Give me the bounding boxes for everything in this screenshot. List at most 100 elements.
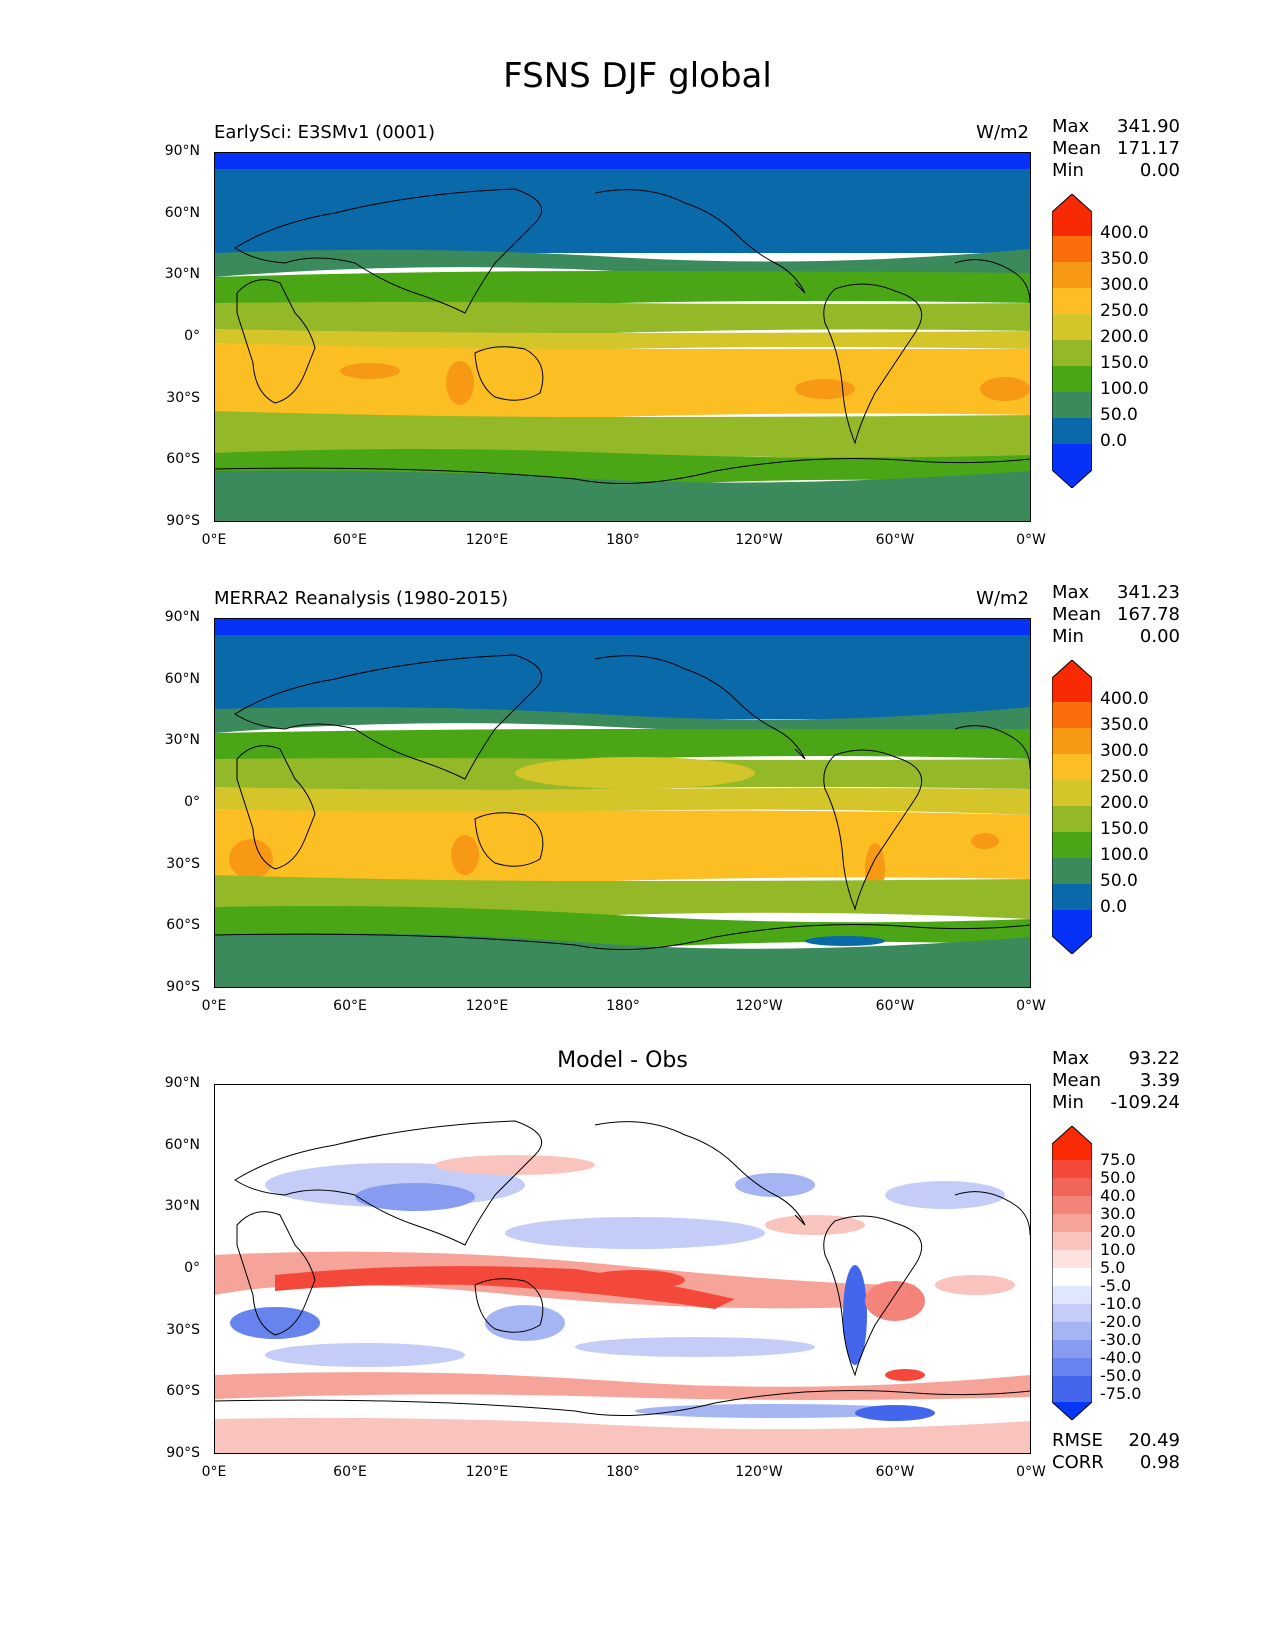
stat-label: Min (1052, 626, 1084, 647)
colorbar-label: 5.0 (1100, 1258, 1126, 1277)
panel-stats: Max 341.23 Mean 167.78 Min 0.00 (1052, 582, 1180, 648)
stat-value: 341.23 (1117, 582, 1180, 603)
colorbar-label: 250.0 (1100, 767, 1149, 787)
colorbar-label: -10.0 (1100, 1294, 1142, 1313)
colorbar-label: 0.0 (1100, 897, 1128, 917)
panel-left-title: EarlySci: E3SMv1 (0001) (214, 122, 436, 143)
map-model-field (214, 153, 1031, 521)
stat-label: Mean (1052, 604, 1102, 625)
panel-units: W/m2 (976, 588, 1029, 609)
lat-tick: 60°N (164, 205, 200, 221)
stat-label: Min (1052, 160, 1084, 181)
colorbar-label: 200.0 (1100, 793, 1149, 813)
stat-value: 3.39 (1139, 1070, 1180, 1091)
lon-tick: 120°W (735, 532, 783, 548)
stat-label: Max (1052, 1048, 1090, 1069)
colorbar-label: 350.0 (1100, 249, 1149, 269)
lon-tick: 0°E (201, 998, 227, 1014)
lon-tick: 60°E (333, 532, 367, 548)
lat-tick: 90°N (164, 1075, 200, 1091)
map-obs-field (214, 619, 1031, 987)
lat-tick: 60°S (166, 451, 200, 467)
stat-label: Mean (1052, 138, 1102, 159)
lat-tick: 30°S (166, 390, 200, 406)
colorbar-label: -75.0 (1100, 1384, 1142, 1403)
stat-value: -109.24 (1110, 1092, 1180, 1113)
stat-label: RMSE (1052, 1430, 1103, 1451)
lon-tick: 180° (606, 998, 640, 1014)
colorbar-label: -50.0 (1100, 1366, 1142, 1385)
stat-label: Mean (1052, 1070, 1102, 1091)
colorbar-label: 400.0 (1100, 223, 1149, 243)
colorbar-label: 350.0 (1100, 715, 1149, 735)
stat-value: 0.00 (1139, 160, 1180, 181)
lon-tick: 0°E (201, 1464, 227, 1480)
lat-tick: 60°S (166, 1383, 200, 1399)
lat-tick: 30°S (166, 1322, 200, 1338)
lat-tick: 60°N (164, 671, 200, 687)
colorbar-model-svg (1051, 193, 1093, 489)
colorbar-label: 20.0 (1100, 1222, 1136, 1241)
colorbar-label: 300.0 (1100, 275, 1149, 295)
colorbar-obs (1051, 659, 1093, 955)
colorbar-label: -20.0 (1100, 1312, 1142, 1331)
colorbar-label: 30.0 (1100, 1204, 1136, 1223)
lon-tick: 120°E (465, 998, 509, 1014)
lon-tick: 120°E (465, 532, 509, 548)
colorbar-label: 10.0 (1100, 1240, 1136, 1259)
colorbar-diff (1051, 1125, 1093, 1421)
lon-tick: 120°W (735, 1464, 783, 1480)
colorbar-label: -5.0 (1100, 1276, 1132, 1295)
lat-tick: 90°N (164, 609, 200, 625)
lon-tick: 120°E (465, 1464, 509, 1480)
stat-label: Max (1052, 116, 1090, 137)
map-obs (214, 618, 1031, 988)
lon-tick: 180° (606, 532, 640, 548)
stat-value: 167.78 (1117, 604, 1180, 625)
stat-value: 93.22 (1128, 1048, 1180, 1069)
lon-tick: 0°W (1016, 1464, 1046, 1480)
panel-stats: Max 93.22 Mean 3.39 Min -109.24 (1052, 1048, 1180, 1114)
stat-label: CORR (1052, 1452, 1104, 1473)
stat-label: Min (1052, 1092, 1084, 1113)
stat-value: 0.98 (1139, 1452, 1180, 1473)
map-model (214, 152, 1031, 522)
colorbar-model (1051, 193, 1093, 489)
stat-value: 341.90 (1117, 116, 1180, 137)
panel-center-title: Model - Obs (557, 1048, 688, 1073)
colorbar-label: 150.0 (1100, 819, 1149, 839)
lon-tick: 0°W (1016, 532, 1046, 548)
colorbar-label: 75.0 (1100, 1150, 1136, 1169)
stat-value: 20.49 (1128, 1430, 1180, 1451)
lat-tick: 0° (184, 794, 200, 810)
colorbar-label: 250.0 (1100, 301, 1149, 321)
panel-extra-stats: RMSE 20.49 CORR 0.98 (1052, 1430, 1180, 1474)
lon-tick: 60°W (875, 1464, 915, 1480)
lat-tick: 30°S (166, 856, 200, 872)
lat-tick: 90°S (166, 513, 200, 529)
panel-left-title: MERRA2 Reanalysis (1980-2015) (214, 588, 509, 609)
colorbar-label: 300.0 (1100, 741, 1149, 761)
lon-tick: 60°E (333, 998, 367, 1014)
stat-value: 171.17 (1117, 138, 1180, 159)
lon-tick: 180° (606, 1464, 640, 1480)
lat-tick: 30°N (164, 1198, 200, 1214)
colorbar-label: 50.0 (1100, 1168, 1136, 1187)
colorbar-label: 100.0 (1100, 845, 1149, 865)
lon-tick: 0°W (1016, 998, 1046, 1014)
stat-value: 0.00 (1139, 626, 1180, 647)
lat-tick: 60°N (164, 1137, 200, 1153)
colorbar-label: 40.0 (1100, 1186, 1136, 1205)
colorbar-label: 100.0 (1100, 379, 1149, 399)
colorbar-label: -40.0 (1100, 1348, 1142, 1367)
panel-units: W/m2 (976, 122, 1029, 143)
lat-tick: 0° (184, 1260, 200, 1276)
lat-tick: 30°N (164, 266, 200, 282)
lon-tick: 60°W (875, 532, 915, 548)
lon-tick: 60°W (875, 998, 915, 1014)
colorbar-label: 0.0 (1100, 431, 1128, 451)
lat-tick: 30°N (164, 732, 200, 748)
lon-tick: 0°E (201, 532, 227, 548)
map-diff-field (214, 1085, 1031, 1453)
colorbar-label: 400.0 (1100, 689, 1149, 709)
